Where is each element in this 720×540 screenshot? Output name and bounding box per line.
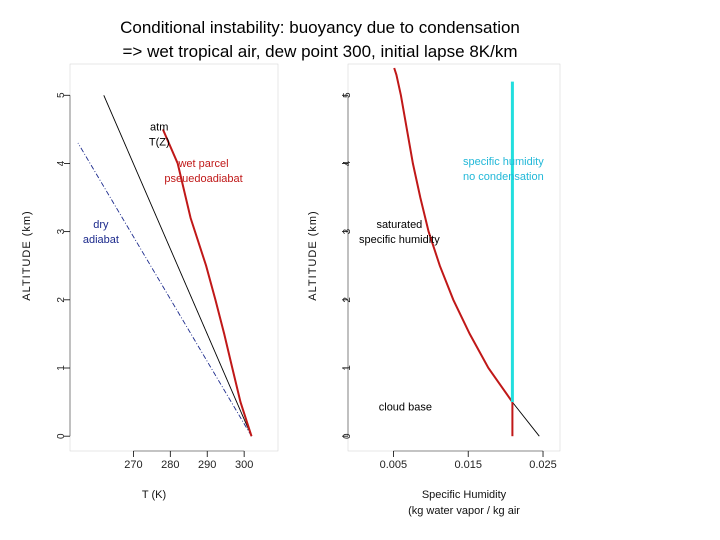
left-y-axis-label: ALTITUDE (km)	[21, 210, 33, 300]
left-series-atm-t-z	[103, 95, 252, 437]
right-annotation-text: no condensation	[463, 171, 544, 183]
right-y-tick-label: 4	[342, 160, 353, 166]
left-x-tick-label: 300	[235, 459, 253, 471]
chart-title-line2: => wet tropical air, dew point 300, init…	[122, 42, 518, 61]
right-x-tick-label: 0.015	[454, 459, 482, 471]
left-panel: 270 280 290 300 0 1 2 3 4 5 ALTITUDE (km) T (K) atm T…	[21, 63, 279, 501]
right-x-tick-label: 0.025	[529, 459, 557, 471]
right-x-tick-label: 0.005	[380, 459, 408, 471]
left-annotation-text: atm	[150, 122, 168, 134]
left-annotation-text: T(Z)	[149, 137, 170, 149]
right-y-tick-label: 0	[342, 433, 353, 439]
left-y-tick-label: 3	[56, 228, 67, 234]
right-annotation-text: cloud base	[379, 401, 432, 413]
left-y-tick-label: 2	[56, 297, 67, 303]
left-plot-frame	[69, 63, 279, 452]
right-x-axis-label-line: Specific Humidity	[422, 489, 507, 501]
right-y-tick-label: 3	[342, 228, 353, 234]
right-x-axis-label-line: (kg water vapor / kg air	[408, 505, 520, 517]
right-annotation-text: specific humidity	[359, 234, 440, 246]
left-y-tick-label: 5	[56, 92, 67, 98]
left-x-tick-label: 290	[198, 459, 216, 471]
left-annotation-text: dry	[93, 219, 109, 231]
left-annotation-text: wet parcel	[177, 158, 228, 170]
left-y-tick-label: 1	[56, 365, 67, 371]
right-annotation-text: specific humidity	[463, 156, 544, 168]
right-series-saturated-specific-humidity	[393, 67, 514, 403]
left-series-dry-adiabat	[77, 142, 252, 437]
right-y-tick-label: 1	[342, 365, 353, 371]
left-series-wet-parcel-pseuedoadiabat	[161, 129, 253, 437]
right-y-tick-label: 5	[342, 92, 353, 98]
right-y-axis-label: ALTITUDE (km)	[307, 210, 319, 300]
left-y-tick-label: 0	[56, 433, 67, 439]
left-x-tick-label: 270	[124, 459, 142, 471]
right-series-saturated-specific-humidity-extended	[512, 401, 540, 437]
right-plot-frame	[347, 63, 561, 452]
right-annotation-text: saturated	[376, 219, 422, 231]
left-annotation-text: adiabat	[83, 234, 119, 246]
left-x-tick-label: 280	[161, 459, 179, 471]
chart-title-line1: Conditional instability: buoyancy due to…	[120, 18, 520, 37]
right-panel: 0.005 0.015 0.025 0 1 2 3 4 5 ALTITUDE (km) Specif…	[307, 63, 561, 517]
left-x-axis-label: T (K)	[142, 489, 166, 501]
left-y-tick-label: 4	[56, 160, 67, 166]
left-annotation-text: pseuedoadiabat	[164, 173, 242, 185]
right-y-tick-label: 2	[342, 297, 353, 303]
